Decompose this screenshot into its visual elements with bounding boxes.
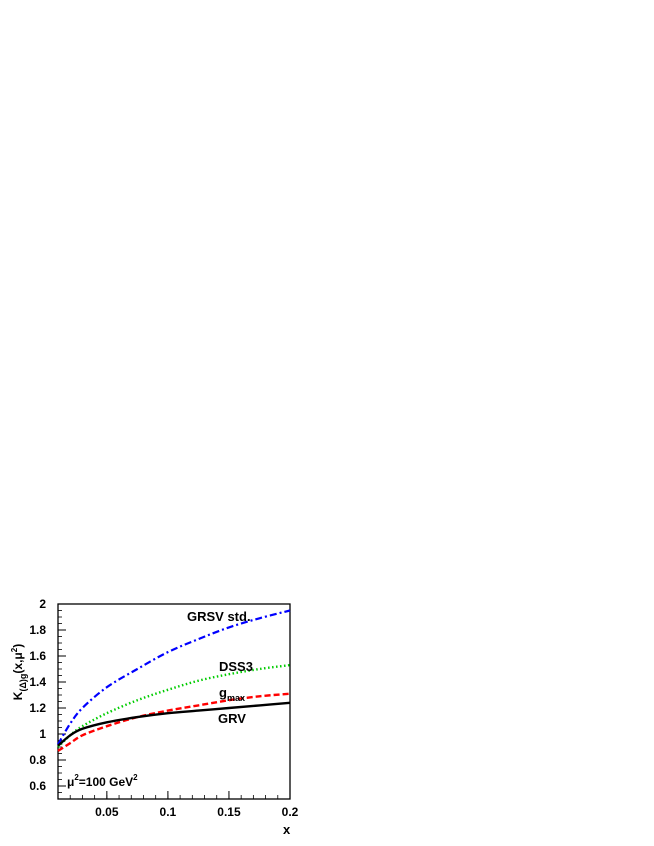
x-tick-label: 0.1 bbox=[160, 805, 177, 819]
y-tick-label: 1.8 bbox=[29, 623, 46, 637]
series-line-g bbox=[57, 692, 291, 752]
series-label-grv: GRV bbox=[218, 711, 246, 726]
y-tick-label: 1.4 bbox=[29, 675, 46, 689]
axis-tick-labels: 0.05 0.1 0.15 0.2 0.6 0.8 1 1.2 1.4 1.6 1.8 2 bbox=[29, 597, 298, 819]
series-label-dss3: DSS3 bbox=[219, 659, 253, 674]
y-tick-label: 0.8 bbox=[29, 753, 46, 767]
y-tick-label: 2 bbox=[39, 597, 46, 611]
series-lines bbox=[57, 609, 291, 752]
plot-frame bbox=[57, 603, 291, 800]
x-tick-label: 0.05 bbox=[95, 805, 119, 819]
series-line-dss3 bbox=[57, 663, 291, 748]
x-tick-label: 0.15 bbox=[217, 805, 241, 819]
x-tick-label: 0.2 bbox=[282, 805, 299, 819]
y-tick-label: 0.6 bbox=[29, 779, 46, 793]
series-label-grsv: GRSV std. bbox=[187, 609, 251, 624]
series-label-gmax: gmax bbox=[219, 685, 245, 703]
y-axis-label: K(Δ)g(x,μ2) bbox=[10, 644, 28, 700]
axis-ticks bbox=[57, 603, 291, 799]
x-axis-label: x bbox=[283, 822, 291, 837]
y-tick-label: 1.2 bbox=[29, 701, 46, 715]
series-line-grsv-std- bbox=[57, 609, 291, 745]
y-tick-label: 1.6 bbox=[29, 649, 46, 663]
series-line-grv bbox=[57, 701, 291, 747]
y-tick-label: 1 bbox=[39, 727, 46, 741]
scale-annotation: μ2=100 GeV2 bbox=[67, 773, 138, 789]
